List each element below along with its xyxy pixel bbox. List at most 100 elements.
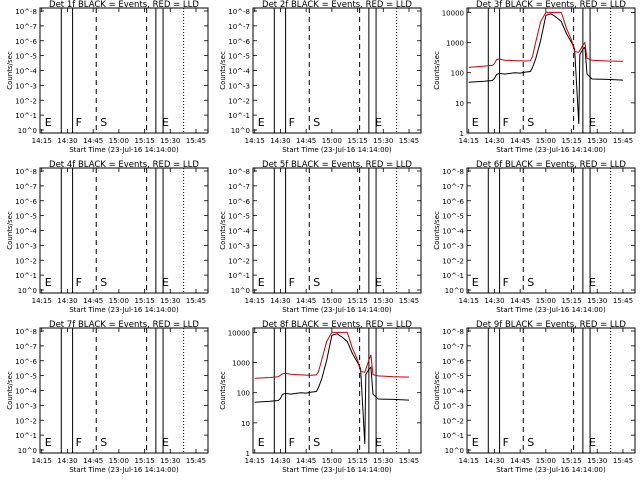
x-axis-label: Start Time (23-Jul-16 14:14:00) <box>282 306 392 314</box>
interval-marker-label: S <box>313 116 320 129</box>
y-tick-label: 10^-3 <box>15 242 37 250</box>
x-tick-label: 14:30 <box>57 137 77 145</box>
interval-marker-label: E <box>375 276 382 289</box>
y-tick-label: 10^-4 <box>15 388 37 396</box>
x-tick-label: 15:15 <box>347 297 367 305</box>
x-axis-label: Start Time (23-Jul-16 14:14:00) <box>282 146 392 154</box>
y-axis-label: Counts/sec <box>433 211 441 250</box>
y-tick-label: 10^-1 <box>442 272 464 280</box>
x-tick-label: 15:15 <box>561 297 581 305</box>
y-axis-label: Counts/sec <box>6 51 14 90</box>
y-tick-label: 10^-8 <box>15 328 37 336</box>
interval-marker-label: S <box>527 116 534 129</box>
detector-panel-3: Det 3f BLACK = Events, RED = LLD 1 10 100 10… <box>433 0 636 154</box>
y-tick-label: 10^-1 <box>228 272 250 280</box>
y-tick-label: 10^-6 <box>15 198 37 206</box>
x-tick-label: 14:15 <box>459 297 479 305</box>
y-tick-label: 10^-4 <box>442 228 464 236</box>
y-tick-label: 10^0 <box>445 287 464 295</box>
x-tick-label: 14:45 <box>83 137 103 145</box>
interval-marker-label: E <box>472 436 479 449</box>
interval-marker-label: E <box>162 116 169 129</box>
y-tick-label: 10 <box>241 420 250 428</box>
interval-marker-label: E <box>589 436 596 449</box>
x-tick-label: 14:15 <box>459 137 479 145</box>
interval-marker-label: F <box>289 116 295 129</box>
y-tick-label: 10^-7 <box>228 23 250 31</box>
y-tick-label: 10^-2 <box>228 257 250 265</box>
panel-title: Det 9f BLACK = Events, RED = LLD <box>476 320 626 330</box>
panel-title: Det 3f BLACK = Events, RED = LLD <box>476 0 626 10</box>
interval-marker-label: F <box>76 436 82 449</box>
y-tick-label: 10^-5 <box>15 213 37 221</box>
interval-marker-label: F <box>76 116 82 129</box>
x-tick-label: 15:30 <box>160 457 180 465</box>
interval-marker-label: S <box>527 276 534 289</box>
y-tick-label: 10^-6 <box>228 198 250 206</box>
x-tick-label: 14:45 <box>83 457 103 465</box>
x-tick-label: 14:30 <box>484 457 504 465</box>
plot-frame <box>466 7 636 134</box>
detector-panel-6: Det 6f BLACK = Events, RED = LLD 10^0 10^-… <box>433 160 636 314</box>
panel-title: Det 4f BLACK = Events, RED = LLD <box>49 160 199 170</box>
y-tick-label: 10^-5 <box>15 53 37 61</box>
interval-marker-label: S <box>313 276 320 289</box>
y-tick-label: 10^-1 <box>228 112 250 120</box>
x-tick-label: 14:15 <box>459 457 479 465</box>
y-tick-label: 1000 <box>446 40 464 48</box>
x-tick-label: 15:45 <box>613 297 633 305</box>
interval-marker-label: E <box>45 116 52 129</box>
interval-marker-label: E <box>258 116 265 129</box>
x-tick-label: 15:00 <box>322 297 342 305</box>
x-tick-label: 14:15 <box>32 137 52 145</box>
x-tick-label: 15:45 <box>613 457 633 465</box>
y-tick-label: 10^-5 <box>15 373 37 381</box>
y-axis-label: Counts/sec <box>433 371 441 410</box>
x-tick-label: 15:30 <box>587 137 607 145</box>
interval-marker-label: E <box>472 276 479 289</box>
x-tick-label: 14:45 <box>510 297 530 305</box>
y-tick-label: 10^-3 <box>15 402 37 410</box>
y-axis-label: Counts/sec <box>219 51 227 90</box>
plot-frame <box>39 7 209 134</box>
y-tick-label: 10^-4 <box>228 68 250 76</box>
panel-title: Det 6f BLACK = Events, RED = LLD <box>476 160 626 170</box>
detector-panel-1: Det 1f BLACK = Events, RED = LLD 10^0 10^-… <box>6 0 209 154</box>
x-tick-label: 15:00 <box>109 137 129 145</box>
x-tick-label: 15:00 <box>109 457 129 465</box>
x-tick-label: 14:30 <box>270 297 290 305</box>
y-axis-label: Counts/sec <box>6 211 14 250</box>
series-lld-line <box>468 11 624 68</box>
y-tick-label: 10^-7 <box>15 23 37 31</box>
y-tick-label: 10^-7 <box>228 183 250 191</box>
y-tick-label: 10^-4 <box>228 228 250 236</box>
x-tick-label: 14:45 <box>83 297 103 305</box>
x-tick-label: 15:15 <box>347 137 367 145</box>
detector-panel-2: Det 2f BLACK = Events, RED = LLD 10^0 10^-… <box>219 0 422 154</box>
plot-frame <box>252 327 422 454</box>
x-tick-label: 15:45 <box>399 297 419 305</box>
interval-marker-label: E <box>589 116 596 129</box>
y-tick-label: 10^-2 <box>15 257 37 265</box>
y-tick-label: 10^-5 <box>442 213 464 221</box>
interval-marker-label: E <box>258 276 265 289</box>
y-tick-label: 10 <box>455 100 464 108</box>
plot-frame <box>252 167 422 294</box>
y-tick-label: 10^-6 <box>442 198 464 206</box>
y-tick-label: 10^-5 <box>442 373 464 381</box>
x-axis-label: Start Time (23-Jul-16 14:14:00) <box>282 466 392 474</box>
y-tick-label: 10^-6 <box>15 358 37 366</box>
y-tick-label: 10000 <box>442 9 464 17</box>
x-tick-label: 15:00 <box>536 457 556 465</box>
y-tick-label: 10^-7 <box>15 183 37 191</box>
y-tick-label: 10^-3 <box>15 82 37 90</box>
x-tick-label: 14:45 <box>510 137 530 145</box>
y-tick-label: 10^-8 <box>15 168 37 176</box>
detector-panel-5: Det 5f BLACK = Events, RED = LLD 10^0 10^-… <box>219 160 422 314</box>
interval-marker-label: E <box>375 116 382 129</box>
x-tick-label: 14:15 <box>32 457 52 465</box>
x-tick-label: 14:15 <box>245 457 265 465</box>
interval-marker-label: S <box>100 276 107 289</box>
interval-marker-label: F <box>503 276 509 289</box>
x-tick-label: 15:30 <box>373 457 393 465</box>
